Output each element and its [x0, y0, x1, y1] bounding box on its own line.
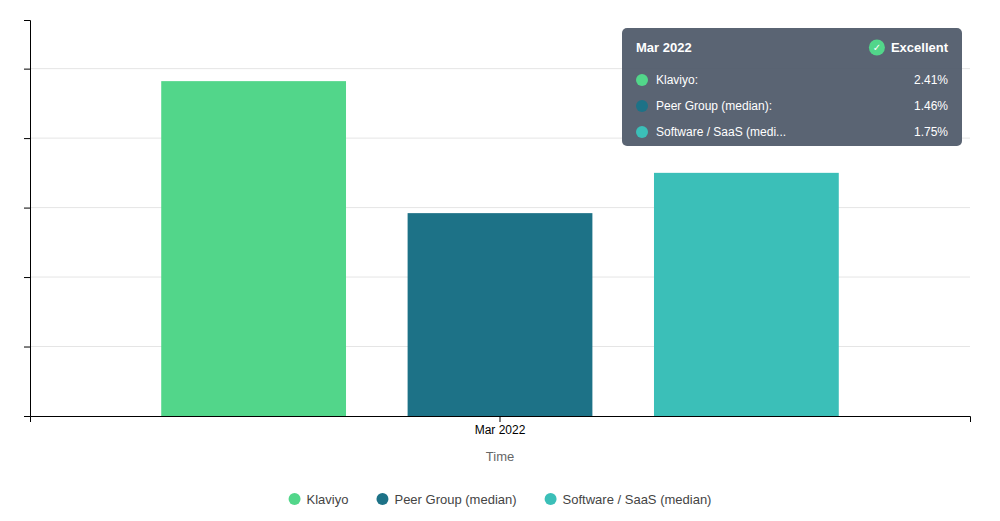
y-axis-line	[24, 21, 31, 417]
tooltip-dot	[636, 74, 648, 86]
tooltip-dot	[636, 100, 648, 112]
y-tick-mark	[24, 347, 30, 348]
tooltip-badge-check: ✓	[873, 42, 881, 53]
legend-label: Peer Group (median)	[394, 492, 516, 507]
y-tick	[24, 208, 30, 209]
y-tick	[24, 277, 30, 278]
bar	[161, 81, 346, 416]
x-axis-title: Time	[486, 449, 514, 464]
tooltip-badge-icon	[869, 40, 885, 56]
tooltip-row-value: 1.46%	[914, 99, 948, 113]
tooltip-row-value: 2.41%	[914, 73, 948, 87]
x-tick-label: Mar 2022	[475, 423, 526, 437]
x-axis: Mar 2022	[31, 416, 971, 437]
bar	[654, 173, 839, 416]
legend-swatch	[289, 493, 301, 505]
y-tick	[24, 138, 30, 139]
tooltip-title: Mar 2022	[636, 40, 692, 55]
legend-item: Peer Group (median)	[376, 492, 516, 507]
bar	[408, 213, 593, 416]
tooltip-badge: Excellent	[891, 40, 949, 55]
y-tick-mark	[24, 138, 30, 139]
bars	[161, 81, 839, 416]
y-axis	[24, 21, 31, 417]
x-axis-line	[31, 417, 971, 423]
legend-swatch	[376, 493, 388, 505]
plot: Mar 2022 Time Mar 2022 Excellent ✓ Klaviyo: 2.…	[24, 21, 971, 465]
tooltip-row-label: Software / SaaS (medi...	[656, 125, 786, 139]
legend-label: Software / SaaS (median)	[563, 492, 712, 507]
tooltip-row-label: Klaviyo:	[656, 73, 698, 87]
legend-label: Klaviyo	[307, 492, 349, 507]
y-tick	[24, 69, 30, 70]
y-tick-mark	[24, 208, 30, 209]
tooltip-row-label: Peer Group (median):	[656, 99, 772, 113]
legend: Klaviyo Peer Group (median) Software / Saa…	[289, 492, 712, 507]
legend-item: Klaviyo	[289, 492, 349, 507]
y-tick	[24, 347, 30, 348]
tooltip-row-value: 1.75%	[914, 125, 948, 139]
chart-svg: Mar 2022 Time Mar 2022 Excellent ✓ Klaviyo: 2.…	[0, 0, 1000, 521]
legend-swatch	[545, 493, 557, 505]
x-tick-mark	[500, 416, 501, 422]
y-tick-mark	[24, 277, 30, 278]
legend-item: Software / SaaS (median)	[545, 492, 712, 507]
tooltip: Mar 2022 Excellent ✓ Klaviyo: 2.41% Peer Grou…	[622, 28, 962, 146]
tooltip-box	[622, 28, 962, 146]
x-tick: Mar 2022	[475, 416, 526, 437]
y-tick-mark	[24, 69, 30, 70]
tooltip-dot	[636, 126, 648, 138]
